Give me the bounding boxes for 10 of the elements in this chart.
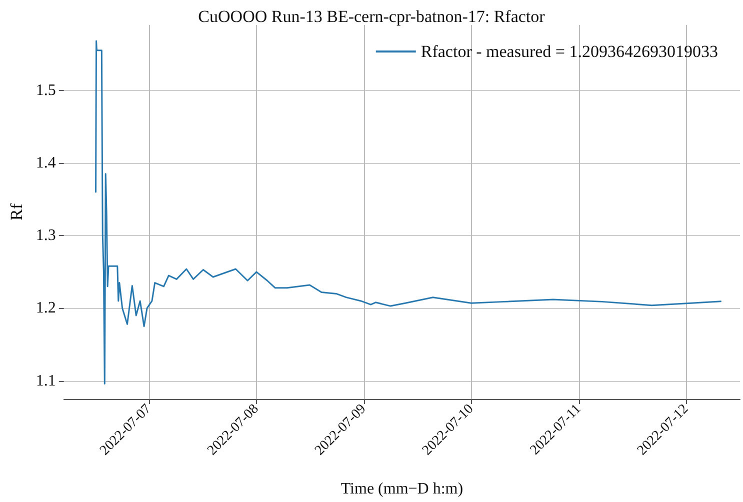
y-tick-label: 1.4 — [36, 154, 56, 172]
line-series — [95, 40, 722, 384]
y-tick-label: 1.5 — [36, 82, 56, 99]
legend-label: Rfactor - measured = 1.2093642693019033 — [420, 42, 718, 61]
y-tick-label: 1.2 — [36, 300, 56, 317]
y-axis-title: Rf — [7, 203, 26, 220]
y-tick-label: 1.3 — [36, 227, 56, 244]
chart-title: CuOOOO Run-13 BE-cern-cpr-batnon-17: Rfactor — [198, 7, 546, 26]
x-axis-title: Time (mm−D h:m) — [340, 480, 464, 498]
y-tick-label: 1.1 — [36, 372, 56, 390]
